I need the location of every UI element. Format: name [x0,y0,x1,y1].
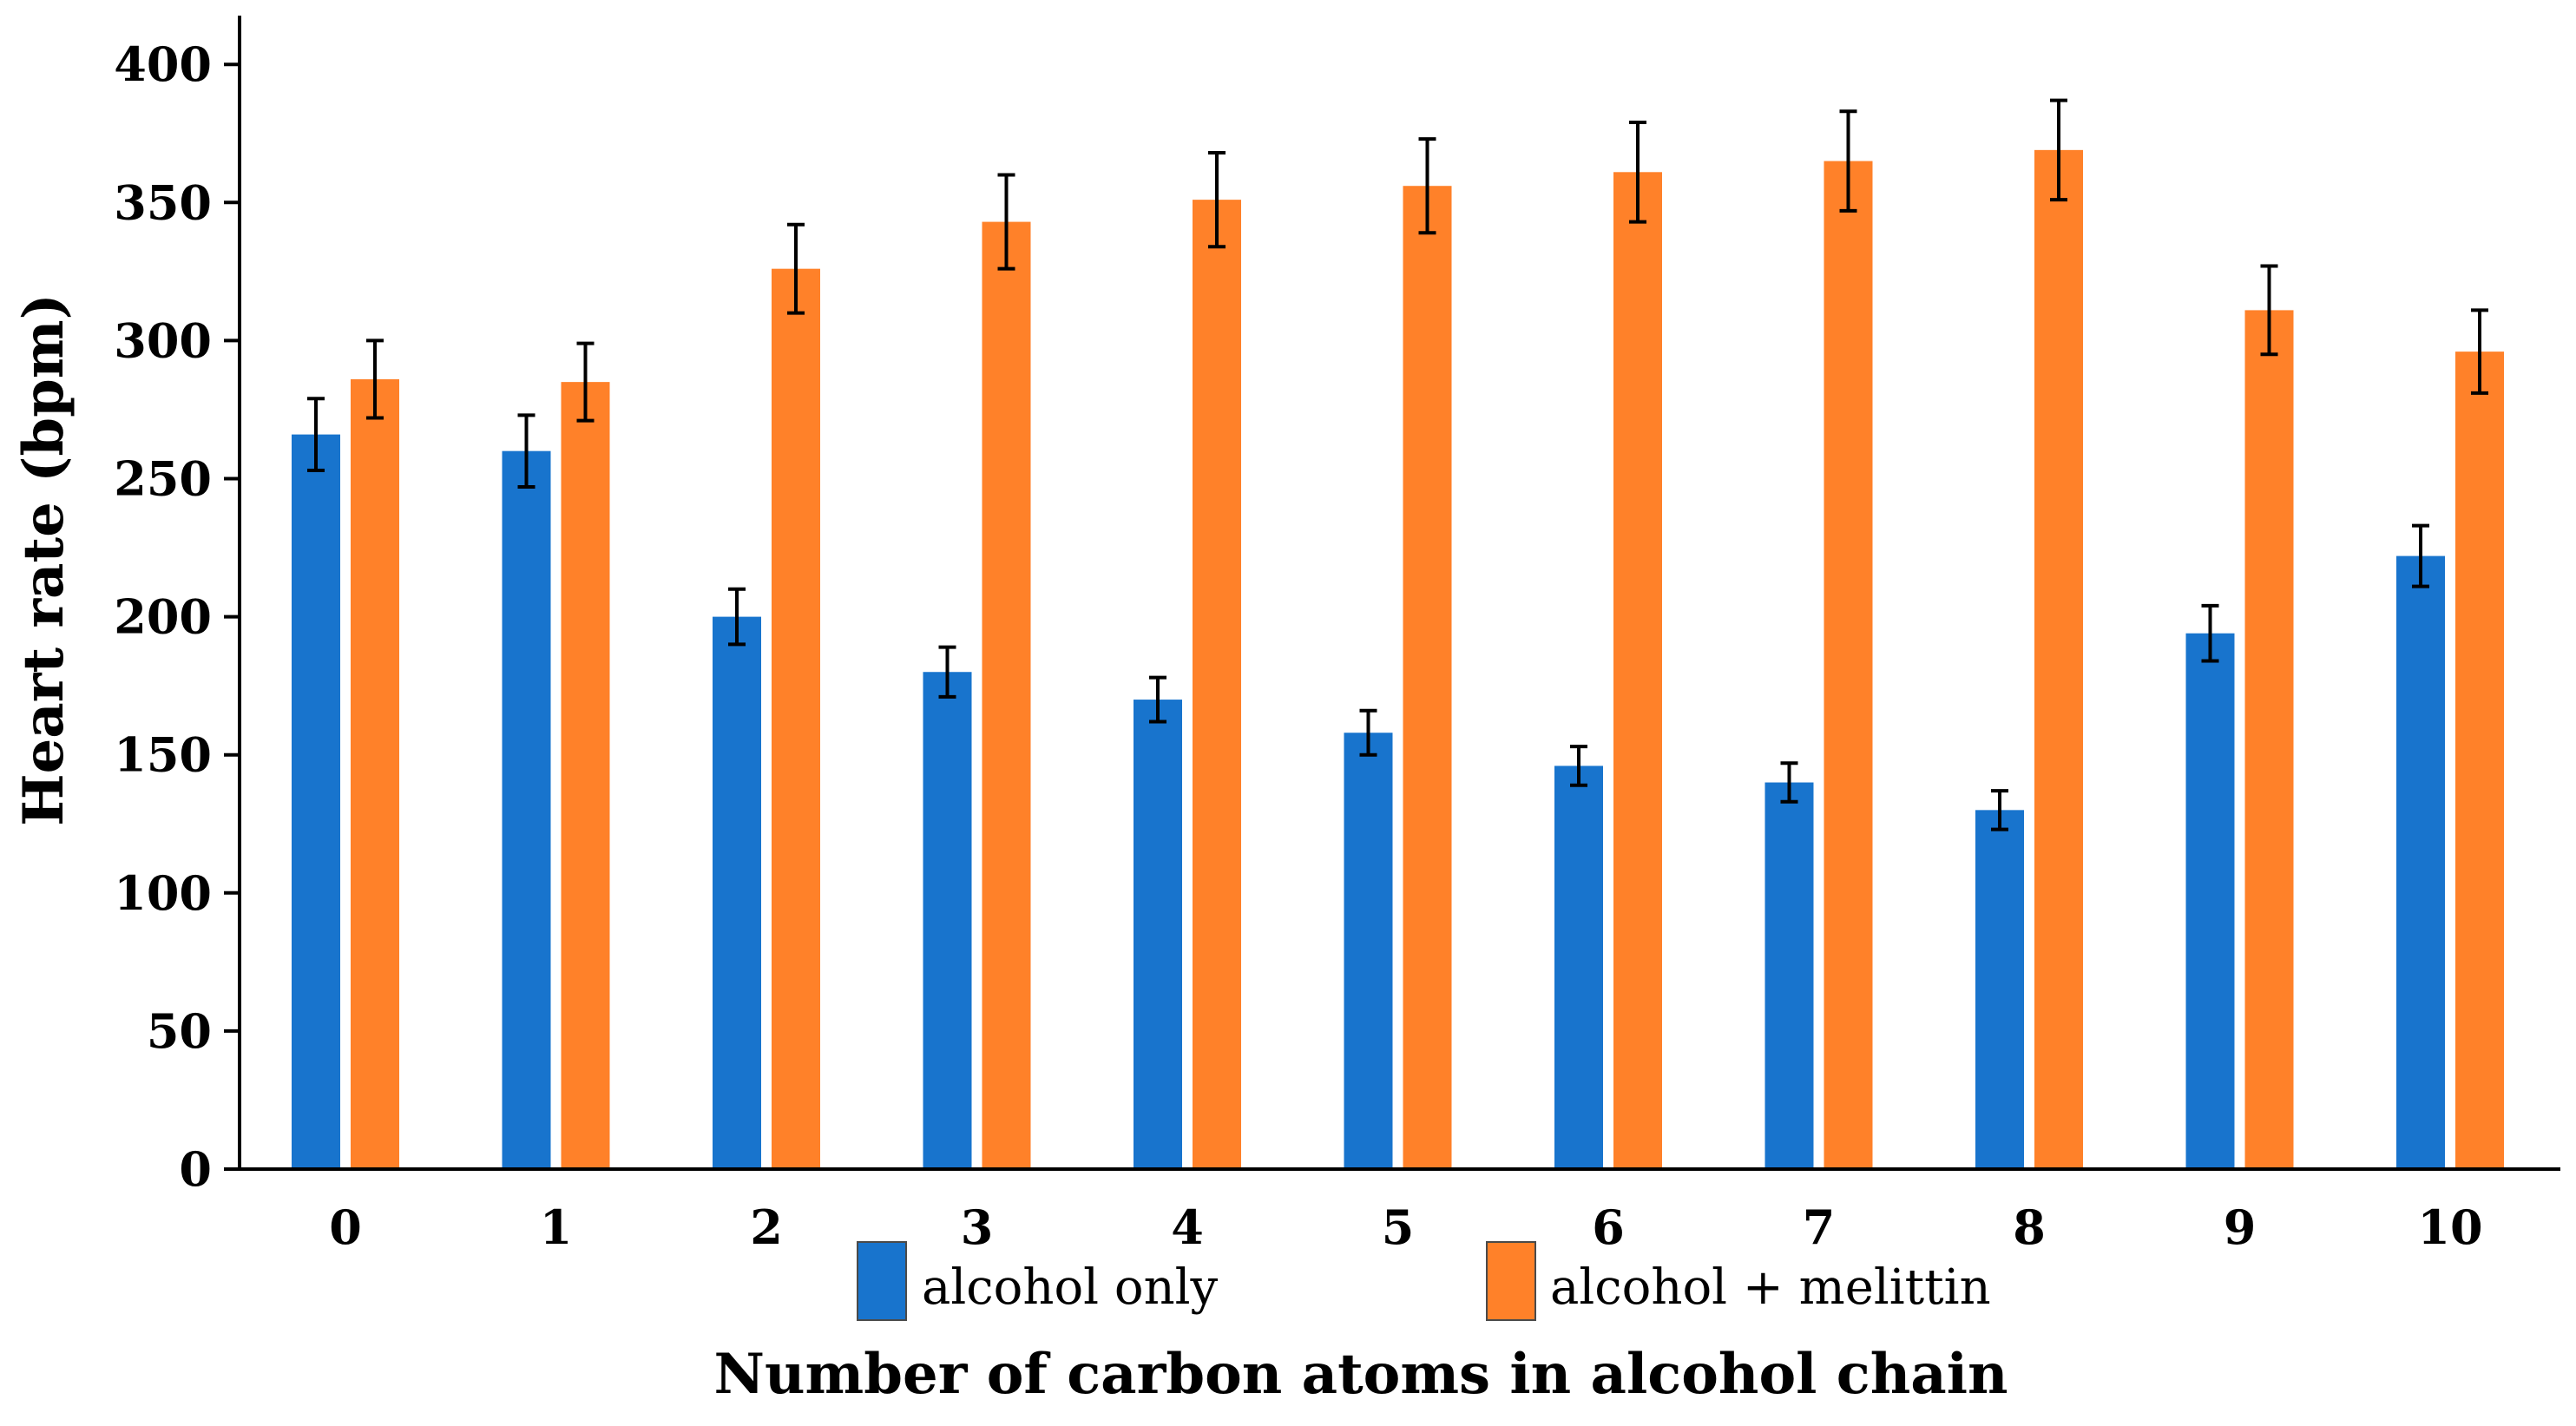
bar-alcohol-melittin-2 [772,268,820,1170]
bar-alcohol-only-1 [502,450,551,1169]
y-tick-label-300: 300 [114,312,212,368]
bar-alcohol-melittin-1 [561,382,610,1169]
x-tick-label-10: 10 [2417,1199,2482,1255]
bar-alcohol-melittin-5 [1403,186,1452,1169]
bar-alcohol-only-7 [1764,782,1814,1169]
error-bar-alcohol-melittin-1 [576,341,595,423]
error-bar-alcohol-only-1 [517,413,536,490]
error-bar-alcohol-melittin-5 [1418,137,1436,235]
bar-alcohol-only-8 [1975,810,2024,1169]
error-bar-alcohol-melittin-10 [2471,308,2488,395]
y-tick-label-100: 100 [114,865,212,921]
bar-alcohol-melittin-8 [2034,149,2083,1169]
legend-label-alcohol-only: alcohol only [922,1259,1219,1316]
y-tick-label-250: 250 [114,451,212,507]
error-bar-alcohol-only-7 [1780,761,1798,804]
legend-swatch-alcohol-only [857,1241,907,1321]
bar-alcohol-only-10 [2396,555,2445,1169]
y-axis-ticks: 0 50 100 150 200 250 300 350 400 [114,36,240,1197]
bar-alcohol-melittin-10 [2455,352,2504,1169]
x-tick-label-9: 9 [2224,1199,2257,1255]
error-bar-alcohol-melittin-3 [997,173,1015,271]
error-bar-alcohol-only-3 [938,645,956,699]
y-tick-label-400: 400 [114,36,212,92]
bar-alcohol-melittin-7 [1824,161,1873,1169]
x-tick-label-0: 0 [329,1199,362,1255]
legend: alcohol only alcohol + melittin [857,1241,1991,1321]
error-bar-alcohol-only-0 [307,397,325,472]
bars-group [292,149,2504,1170]
error-bar-alcohol-melittin-6 [1629,121,1646,224]
bar-alcohol-only-4 [1134,700,1182,1169]
y-axis-title: Heart rate (bpm) [11,293,76,826]
bar-alcohol-only-0 [292,434,340,1169]
bar-alcohol-only-9 [2185,633,2235,1169]
error-bar-alcohol-melittin-7 [1839,109,1857,213]
x-tick-label-3: 3 [961,1199,994,1255]
x-axis-ticks: 0 1 2 3 4 5 6 7 8 9 10 [329,1199,2482,1255]
error-bar-alcohol-melittin-8 [2050,98,2067,202]
error-bar-alcohol-only-6 [1570,745,1587,787]
error-bar-alcohol-only-10 [2412,523,2429,588]
x-tick-label-1: 1 [540,1199,573,1255]
error-bar-alcohol-only-5 [1359,708,1377,757]
legend-swatch-alcohol-melittin [1486,1241,1536,1321]
bar-alcohol-melittin-0 [351,378,399,1169]
bar-alcohol-only-2 [713,616,761,1169]
bar-alcohol-melittin-3 [982,221,1031,1170]
y-tick-label-350: 350 [114,174,212,230]
error-bar-alcohol-melittin-9 [2260,264,2278,357]
error-bar-alcohol-melittin-0 [366,338,384,420]
bar-alcohol-only-3 [923,672,972,1169]
x-tick-label-8: 8 [2013,1199,2046,1255]
x-tick-label-2: 2 [750,1199,783,1255]
error-bar-alcohol-melittin-4 [1208,151,1226,249]
bar-alcohol-melittin-6 [1613,172,1662,1170]
bar-alcohol-melittin-9 [2244,310,2294,1169]
error-bar-alcohol-only-4 [1149,675,1166,724]
bar-alcohol-melittin-4 [1193,200,1241,1169]
y-tick-label-0: 0 [179,1141,212,1197]
x-tick-label-7: 7 [1803,1199,1836,1255]
y-tick-label-150: 150 [114,727,212,783]
x-tick-label-4: 4 [1171,1199,1204,1255]
bar-alcohol-only-5 [1344,733,1393,1169]
x-tick-label-5: 5 [1382,1199,1415,1255]
error-bar-alcohol-only-2 [728,587,746,647]
y-tick-label-50: 50 [147,1003,212,1059]
error-bar-alcohol-melittin-2 [787,222,805,315]
error-bar-alcohol-only-8 [1991,789,2008,831]
error-bar-alcohol-only-9 [2201,603,2219,663]
bar-alcohol-only-6 [1554,766,1603,1169]
error-bars-group [307,98,2488,831]
legend-label-alcohol-melittin: alcohol + melittin [1550,1259,1991,1316]
y-tick-label-200: 200 [114,589,212,645]
x-axis-title: Number of carbon atoms in alcohol chain [713,1342,2008,1407]
x-tick-label-6: 6 [1592,1199,1625,1255]
